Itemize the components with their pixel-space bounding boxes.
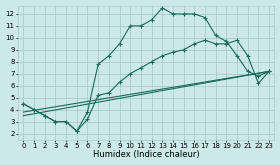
X-axis label: Humidex (Indice chaleur): Humidex (Indice chaleur) [93, 150, 200, 159]
